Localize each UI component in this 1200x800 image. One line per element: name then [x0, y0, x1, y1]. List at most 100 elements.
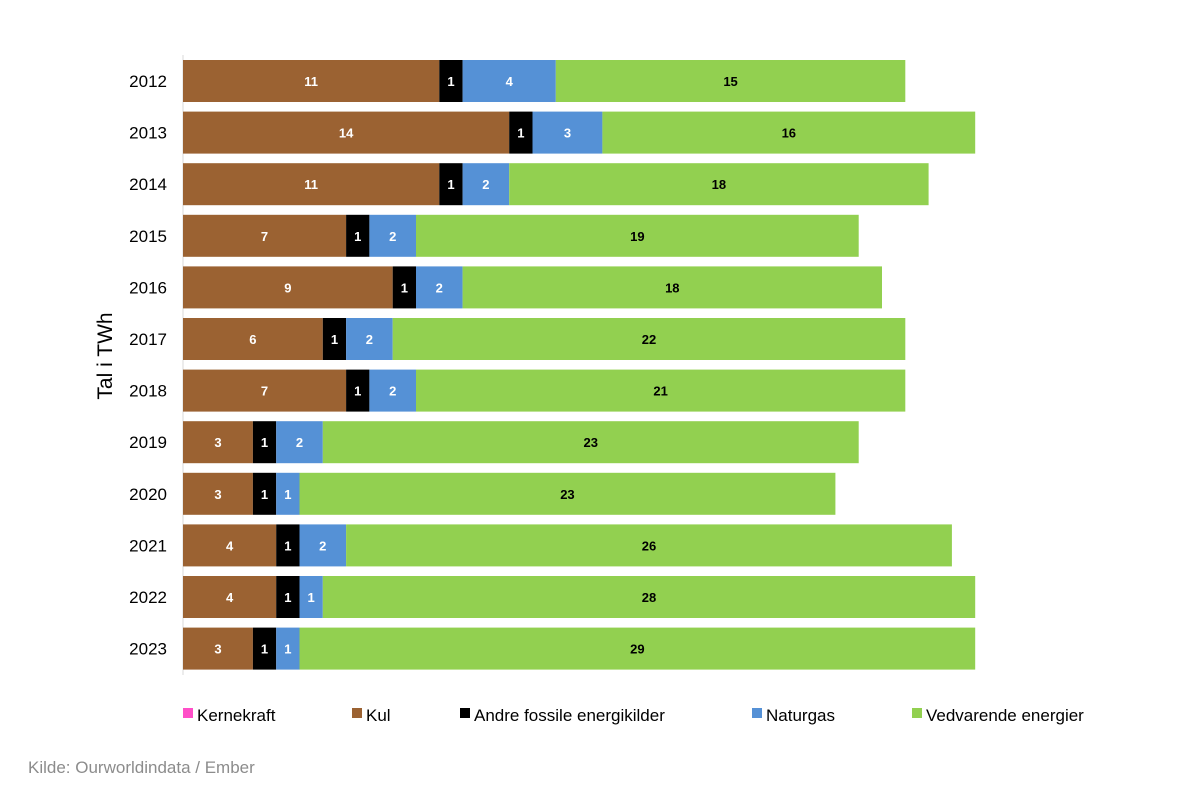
- bar-vedvarende-energier-2019: [322, 421, 859, 464]
- bar-kul-2023: [183, 627, 253, 670]
- data-label-vedvarende-energier-2014: 18: [712, 177, 726, 192]
- bar-andre-fossile-energikilder-2020: [252, 472, 277, 515]
- bar-kul-2022: [183, 576, 277, 618]
- bar-naturgas-2021: [299, 524, 347, 567]
- bar-vedvarende-energier-2016: [462, 266, 882, 309]
- bar-vedvarende-energier-2018: [416, 369, 906, 412]
- data-label-vedvarende-energier-2022: 28: [642, 590, 656, 605]
- category-label-2014: 2014: [129, 175, 167, 194]
- data-label-naturgas-2021: 2: [319, 538, 326, 553]
- bar-kul-2013: [183, 111, 510, 154]
- data-label-naturgas-2012: 4: [506, 74, 514, 89]
- data-label-kul-2023: 3: [214, 642, 221, 657]
- bar-andre-fossile-energikilder-2023: [252, 627, 277, 670]
- bar-vedvarende-energier-2020: [299, 472, 836, 515]
- bar-naturgas-2016: [416, 266, 463, 309]
- bar-andre-fossile-energikilder-2022: [276, 576, 300, 618]
- data-label-naturgas-2013: 3: [564, 126, 571, 141]
- category-label-2020: 2020: [129, 485, 167, 504]
- source-note: Kilde: Ourworldindata / Ember: [28, 758, 255, 777]
- legend-swatch-kul: [352, 708, 362, 718]
- bar-andre-fossile-energikilder-2018: [346, 369, 370, 412]
- data-label-andre-fossile-energikilder-2014: 1: [447, 177, 454, 192]
- data-label-vedvarende-energier-2023: 29: [630, 642, 644, 657]
- data-label-vedvarende-energier-2020: 23: [560, 487, 574, 502]
- legend-label-andre-fossile-energikilder: Andre fossile energikilder: [474, 706, 665, 725]
- data-label-kul-2018: 7: [261, 384, 268, 399]
- category-label-2015: 2015: [129, 227, 167, 246]
- bar-vedvarende-energier-2023: [299, 627, 976, 670]
- data-label-andre-fossile-energikilder-2016: 1: [401, 280, 408, 295]
- data-label-naturgas-2015: 2: [389, 229, 396, 244]
- legend-label-kernekraft: Kernekraft: [197, 706, 276, 725]
- bar-andre-fossile-energikilder-2021: [276, 524, 300, 567]
- legend-label-kul: Kul: [366, 706, 391, 725]
- bar-vedvarende-energier-2014: [509, 163, 929, 206]
- data-label-vedvarende-energier-2019: 23: [584, 435, 598, 450]
- data-label-naturgas-2022: 1: [308, 590, 315, 605]
- bar-kul-2019: [183, 421, 253, 464]
- data-label-vedvarende-energier-2016: 18: [665, 280, 679, 295]
- data-label-kul-2021: 4: [226, 538, 234, 553]
- category-label-2013: 2013: [129, 124, 167, 143]
- legend-swatch-vedvarende-energier: [912, 708, 922, 718]
- bar-kul-2018: [183, 369, 347, 412]
- bar-naturgas-2013: [532, 111, 603, 154]
- legend-swatch-naturgas: [752, 708, 762, 718]
- bar-naturgas-2020: [276, 472, 300, 515]
- bar-kul-2016: [183, 266, 393, 309]
- bar-naturgas-2017: [346, 318, 393, 360]
- category-label-2021: 2021: [129, 536, 167, 555]
- data-label-naturgas-2023: 1: [284, 642, 291, 657]
- data-label-kul-2015: 7: [261, 229, 268, 244]
- data-label-andre-fossile-energikilder-2013: 1: [517, 126, 524, 141]
- bar-kul-2021: [183, 524, 277, 567]
- data-label-naturgas-2020: 1: [284, 487, 291, 502]
- category-label-2023: 2023: [129, 640, 167, 659]
- data-label-vedvarende-energier-2021: 26: [642, 538, 656, 553]
- category-label-2022: 2022: [129, 588, 167, 607]
- bar-andre-fossile-energikilder-2012: [439, 60, 463, 102]
- bar-naturgas-2022: [299, 576, 323, 618]
- bar-andre-fossile-energikilder-2015: [346, 214, 370, 257]
- bar-andre-fossile-energikilder-2014: [439, 163, 463, 206]
- data-label-vedvarende-energier-2017: 22: [642, 332, 656, 347]
- data-label-kul-2014: 11: [304, 177, 318, 192]
- data-label-andre-fossile-energikilder-2021: 1: [284, 538, 291, 553]
- data-label-vedvarende-energier-2013: 16: [782, 126, 796, 141]
- category-label-2012: 2012: [129, 72, 167, 91]
- data-label-kul-2013: 14: [339, 126, 354, 141]
- data-label-vedvarende-energier-2015: 19: [630, 229, 644, 244]
- bar-vedvarende-energier-2012: [555, 60, 906, 102]
- y-axis-title: Tal i TWh: [94, 312, 117, 399]
- category-label-2017: 2017: [129, 330, 167, 349]
- data-label-kul-2020: 3: [214, 487, 221, 502]
- data-label-kul-2022: 4: [226, 590, 234, 605]
- data-label-vedvarende-energier-2018: 21: [653, 384, 667, 399]
- data-label-naturgas-2014: 2: [482, 177, 489, 192]
- bar-vedvarende-energier-2015: [416, 214, 859, 257]
- data-label-kul-2012: 11: [304, 74, 318, 89]
- bar-andre-fossile-energikilder-2019: [252, 421, 277, 464]
- bar-kul-2015: [183, 214, 347, 257]
- data-label-kul-2016: 9: [284, 280, 291, 295]
- bar-andre-fossile-energikilder-2017: [322, 318, 347, 360]
- data-label-andre-fossile-energikilder-2020: 1: [261, 487, 268, 502]
- bar-vedvarende-energier-2022: [322, 576, 976, 618]
- data-label-andre-fossile-energikilder-2022: 1: [284, 590, 291, 605]
- bar-vedvarende-energier-2021: [346, 524, 952, 567]
- legend-swatch-kernekraft: [183, 708, 193, 718]
- bar-naturgas-2023: [276, 627, 300, 670]
- legend-label-naturgas: Naturgas: [766, 706, 835, 725]
- bar-naturgas-2019: [276, 421, 323, 464]
- bar-kul-2012: [183, 60, 440, 102]
- data-label-naturgas-2017: 2: [366, 332, 373, 347]
- data-label-andre-fossile-energikilder-2017: 1: [331, 332, 338, 347]
- category-label-2019: 2019: [129, 433, 167, 452]
- data-label-andre-fossile-energikilder-2019: 1: [261, 435, 268, 450]
- data-label-andre-fossile-energikilder-2018: 1: [354, 384, 361, 399]
- legend-label-vedvarende-energier: Vedvarende energier: [926, 706, 1084, 725]
- data-label-naturgas-2018: 2: [389, 384, 396, 399]
- data-label-kul-2017: 6: [249, 332, 256, 347]
